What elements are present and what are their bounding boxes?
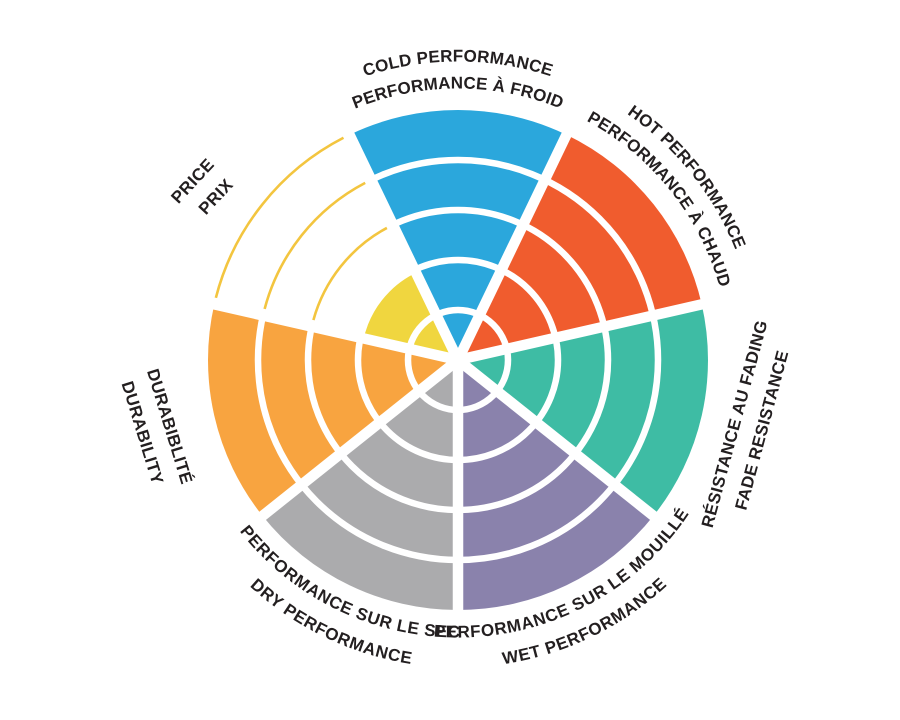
sector-divider	[258, 355, 462, 521]
sector-divider	[453, 131, 572, 363]
sector-wedge-cold	[349, 110, 567, 360]
sector-wedge-wet	[458, 360, 654, 610]
sector-wedge-durability	[208, 304, 458, 516]
sector-divider	[456, 299, 704, 366]
sector-wedge-dry	[262, 360, 458, 610]
unfilled-ring-outline-price-3	[312, 226, 388, 321]
unfilled-ring-outline-price-5	[214, 136, 345, 299]
sector-wedge-fade	[458, 304, 708, 516]
sector-divider	[344, 131, 463, 363]
sector-wedge-hot	[458, 134, 702, 360]
unfilled-ring-outline-price-4	[263, 181, 366, 310]
sector-label-cold-fr: PERFORMANCE À FROID	[349, 73, 566, 112]
sector-divider	[454, 355, 658, 521]
sector-divider	[212, 299, 460, 366]
